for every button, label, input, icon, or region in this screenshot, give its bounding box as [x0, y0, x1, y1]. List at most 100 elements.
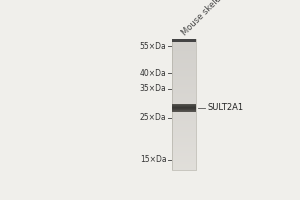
Bar	[172, 110, 196, 111]
Bar	[172, 115, 196, 117]
Text: Mouse skeletal muscle: Mouse skeletal muscle	[180, 0, 254, 38]
Bar	[172, 84, 196, 85]
Bar	[172, 54, 196, 55]
Bar	[172, 155, 196, 156]
Bar	[172, 73, 196, 75]
Bar	[172, 123, 196, 124]
Bar	[172, 138, 196, 139]
Bar	[172, 111, 196, 113]
Bar	[172, 122, 196, 123]
Bar	[172, 98, 196, 100]
Bar	[172, 106, 196, 107]
Bar	[172, 119, 196, 121]
Bar	[172, 49, 196, 50]
Bar	[172, 109, 196, 110]
Bar	[172, 104, 196, 105]
Bar	[172, 97, 196, 98]
Bar	[172, 80, 196, 81]
Bar	[172, 63, 196, 64]
Bar	[172, 113, 196, 114]
Bar	[172, 134, 196, 135]
Bar	[172, 148, 196, 149]
Text: 25×Da: 25×Da	[140, 113, 167, 122]
Bar	[172, 58, 196, 59]
Bar	[172, 67, 196, 68]
Bar	[172, 100, 196, 101]
Bar	[172, 87, 196, 88]
Bar	[172, 159, 196, 160]
Bar	[172, 88, 196, 89]
Bar	[172, 71, 196, 72]
Bar	[172, 118, 196, 119]
Bar	[172, 46, 196, 47]
Text: 40×Da: 40×Da	[140, 69, 167, 78]
Bar	[172, 55, 196, 56]
Bar	[172, 59, 196, 60]
Bar	[172, 83, 196, 84]
Bar	[172, 109, 196, 110]
Text: 55×Da: 55×Da	[140, 42, 167, 51]
Bar	[172, 51, 196, 52]
Bar	[172, 143, 196, 144]
Bar	[172, 149, 196, 151]
Bar	[172, 75, 196, 76]
Bar	[172, 39, 196, 170]
Bar	[172, 153, 196, 155]
Bar	[172, 157, 196, 159]
Bar	[172, 107, 196, 108]
Bar	[172, 72, 196, 73]
Bar	[172, 66, 196, 67]
Bar	[172, 144, 196, 145]
Bar	[172, 117, 196, 118]
Bar	[172, 106, 196, 107]
Bar	[172, 81, 196, 83]
Bar	[172, 47, 196, 49]
Bar	[172, 145, 196, 147]
Bar	[172, 89, 196, 90]
Bar	[172, 139, 196, 140]
Bar	[172, 147, 196, 148]
Bar	[172, 152, 196, 153]
Bar	[172, 140, 196, 142]
Bar	[172, 90, 196, 92]
Bar	[172, 102, 196, 104]
Bar	[172, 85, 196, 87]
Bar	[172, 56, 196, 58]
Text: SULT2A1: SULT2A1	[207, 103, 243, 112]
Bar	[172, 68, 196, 70]
Bar	[172, 70, 196, 71]
Bar	[172, 132, 196, 134]
Bar	[172, 162, 196, 164]
Bar	[172, 151, 196, 152]
Bar	[172, 64, 196, 66]
Bar	[172, 165, 196, 166]
Bar	[172, 128, 196, 130]
Text: 35×Da: 35×Da	[140, 84, 167, 93]
Bar	[172, 77, 196, 79]
Bar	[172, 92, 196, 93]
Bar	[172, 126, 196, 127]
Text: 15×Da: 15×Da	[140, 155, 167, 164]
Bar	[172, 39, 196, 42]
Bar	[172, 164, 196, 165]
Bar	[172, 110, 196, 111]
Bar	[172, 105, 196, 106]
Bar	[172, 161, 196, 162]
Bar	[172, 160, 196, 161]
Bar	[172, 156, 196, 157]
Bar	[172, 105, 196, 106]
Bar	[172, 45, 196, 46]
Bar	[172, 121, 196, 122]
Bar	[172, 76, 196, 77]
Bar	[172, 96, 196, 97]
Bar	[172, 127, 196, 128]
Bar	[172, 94, 196, 96]
Bar	[172, 124, 196, 126]
Bar	[172, 52, 196, 54]
Bar	[172, 50, 196, 51]
Bar	[172, 39, 196, 41]
Bar	[172, 107, 196, 109]
Bar	[172, 136, 196, 138]
Bar	[172, 93, 196, 94]
Bar	[172, 135, 196, 136]
